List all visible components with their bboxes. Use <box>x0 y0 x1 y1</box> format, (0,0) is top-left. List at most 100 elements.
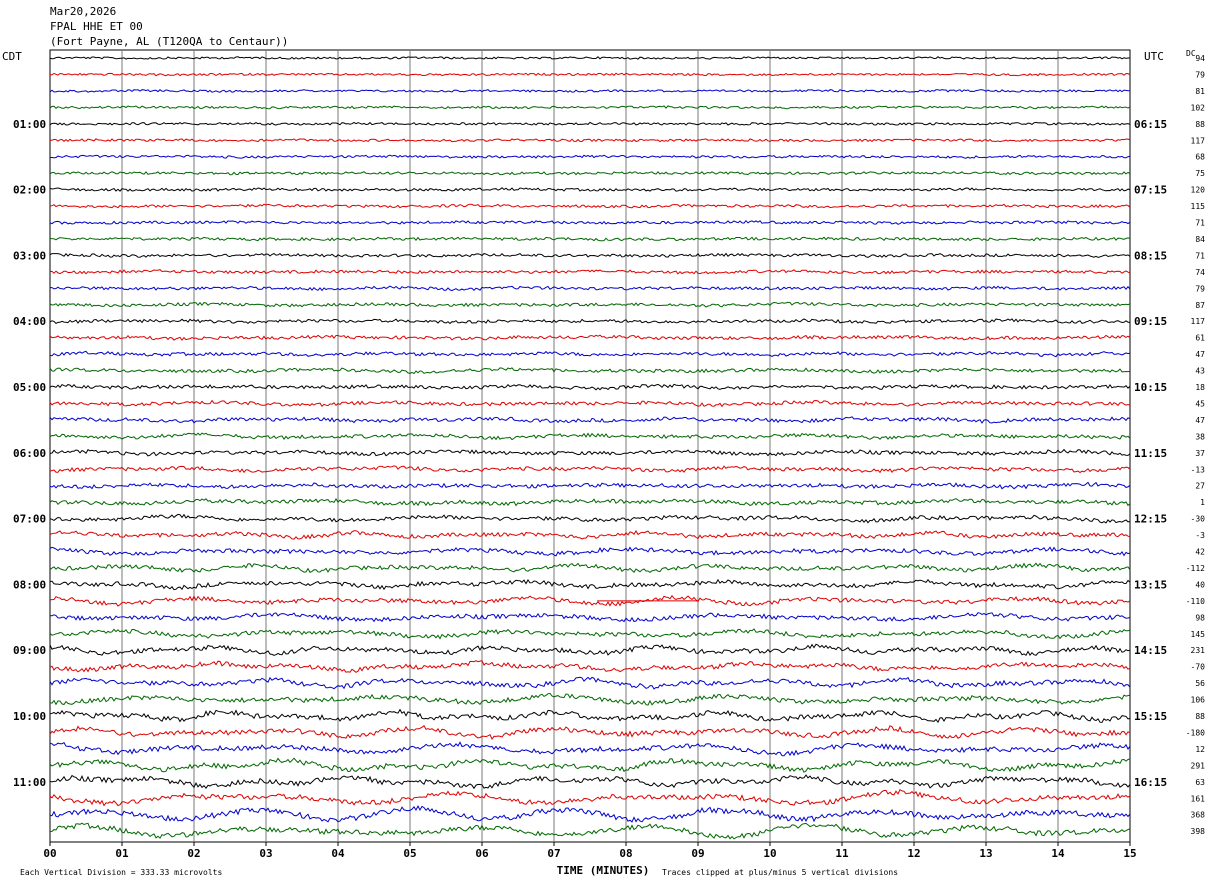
trace-row <box>49 724 1131 740</box>
trace-row <box>49 708 1131 724</box>
dc-offset-label: 1 <box>1200 498 1205 507</box>
dc-offset-label: -110 <box>1186 597 1205 606</box>
trace-row <box>49 203 1131 209</box>
cdt-hour-label: 10:00 <box>13 710 46 723</box>
trace-row <box>49 546 1131 557</box>
trace-row <box>49 301 1131 308</box>
dc-offset-label: 12 <box>1195 745 1205 754</box>
cdt-hour-label: 02:00 <box>13 184 46 197</box>
dc-offset-label: 27 <box>1195 482 1205 491</box>
utc-hour-label: 06:15 <box>1134 118 1167 131</box>
label-group: 01:00 02:00 03:00 04:00 05:00 06:00 07:00 08:00… <box>13 54 1205 860</box>
utc-hour-label: 09:15 <box>1134 315 1167 328</box>
x-tick-label: 02 <box>187 847 200 860</box>
trace-row <box>49 56 1130 60</box>
utc-hour-label: 13:15 <box>1134 578 1167 591</box>
dc-offset-label: 102 <box>1191 103 1206 112</box>
cdt-hour-label: 06:00 <box>13 447 46 460</box>
trace-row <box>49 788 1131 807</box>
left-axis-label: CDT <box>2 50 22 63</box>
trace-row <box>49 530 1131 540</box>
x-tick-label: 00 <box>43 847 56 860</box>
dc-offset-label: 68 <box>1195 153 1205 162</box>
dc-offset-label: 75 <box>1195 169 1205 178</box>
trace-row <box>49 513 1131 524</box>
dc-offset-label: 42 <box>1195 548 1205 557</box>
cdt-hour-label: 04:00 <box>13 315 46 328</box>
dc-offset-label: -70 <box>1191 663 1206 672</box>
dc-offset-label: -3 <box>1195 531 1205 540</box>
trace-row <box>49 121 1131 126</box>
trace-row <box>49 628 1131 640</box>
dc-offset-label: 71 <box>1195 219 1205 228</box>
dc-offset-label: 120 <box>1191 186 1206 195</box>
dc-offset-label: 98 <box>1195 613 1205 622</box>
utc-hour-label: 15:15 <box>1134 710 1167 723</box>
trace-row <box>49 594 1131 607</box>
trace-row <box>49 416 1131 424</box>
trace-row <box>50 612 1131 623</box>
cdt-hour-label: 05:00 <box>13 381 46 394</box>
trace-row <box>49 741 1131 757</box>
trace-row <box>49 383 1131 391</box>
header-date: Mar20,2026 <box>50 5 116 18</box>
dc-offset-label: -13 <box>1191 465 1206 474</box>
scale-note: Each Vertical Division = 333.33 microvol… <box>20 868 222 877</box>
x-tick-label: 03 <box>259 847 272 860</box>
utc-hour-label: 14:15 <box>1134 644 1167 657</box>
trace-row <box>49 757 1131 773</box>
plot-grid <box>49 49 1131 843</box>
trace-row <box>49 367 1131 375</box>
x-tick-label: 10 <box>763 847 776 860</box>
trace-row <box>49 432 1131 441</box>
trace-row <box>49 269 1131 275</box>
trace-row <box>49 660 1131 673</box>
x-tick-label: 04 <box>331 847 345 860</box>
dc-offset-label: 37 <box>1195 449 1205 458</box>
dc-offset-label: 291 <box>1191 761 1206 770</box>
x-tick-label: 07 <box>547 847 560 860</box>
trace-row <box>49 154 1131 159</box>
dc-offset-label: 71 <box>1195 251 1205 260</box>
utc-hour-label: 16:15 <box>1134 776 1167 789</box>
utc-hour-label: 12:15 <box>1134 513 1167 526</box>
cdt-hour-label: 01:00 <box>13 118 46 131</box>
x-tick-label: 13 <box>979 847 992 860</box>
trace-row <box>49 236 1131 242</box>
dc-offset-label: 63 <box>1195 778 1205 787</box>
trace-row <box>49 187 1131 192</box>
trace-row <box>49 171 1131 176</box>
trace-row <box>49 643 1131 657</box>
dc-offset-label: 84 <box>1195 235 1205 244</box>
x-tick-label: 01 <box>115 847 129 860</box>
dc-offset-label: -180 <box>1186 728 1205 737</box>
dc-offset-label: 74 <box>1195 268 1205 277</box>
utc-hour-label: 07:15 <box>1134 184 1167 197</box>
trace-row <box>49 774 1131 790</box>
trace-row <box>50 72 1131 77</box>
trace-row <box>49 138 1131 143</box>
trace-row <box>49 676 1131 690</box>
trace-group <box>49 56 1131 840</box>
trace-row <box>49 252 1131 258</box>
trace-row <box>49 498 1131 507</box>
dc-offset-label: 106 <box>1191 696 1206 705</box>
header-location: (Fort Payne, AL (T120QA to Centaur)) <box>50 35 288 48</box>
dc-offset-label: 398 <box>1191 827 1206 836</box>
x-axis-title: TIME (MINUTES) <box>557 864 650 877</box>
dc-offset-label: -112 <box>1186 564 1205 573</box>
trace-row <box>50 805 1131 823</box>
header-station: FPAL HHE ET 00 <box>50 20 143 33</box>
dc-offset-label: 61 <box>1195 334 1205 343</box>
utc-hour-label: 10:15 <box>1134 381 1167 394</box>
dc-offset-label: 38 <box>1195 432 1205 441</box>
dc-offset-label: 368 <box>1191 811 1206 820</box>
x-tick-label: 12 <box>907 847 920 860</box>
cdt-hour-label: 08:00 <box>13 578 46 591</box>
cdt-hour-label: 09:00 <box>13 644 46 657</box>
trace-row <box>49 89 1131 93</box>
x-tick-label: 11 <box>835 847 849 860</box>
dc-offset-label: 145 <box>1191 630 1206 639</box>
dc-offset-label: 87 <box>1195 301 1205 310</box>
right-axis-label: UTC <box>1144 50 1164 63</box>
